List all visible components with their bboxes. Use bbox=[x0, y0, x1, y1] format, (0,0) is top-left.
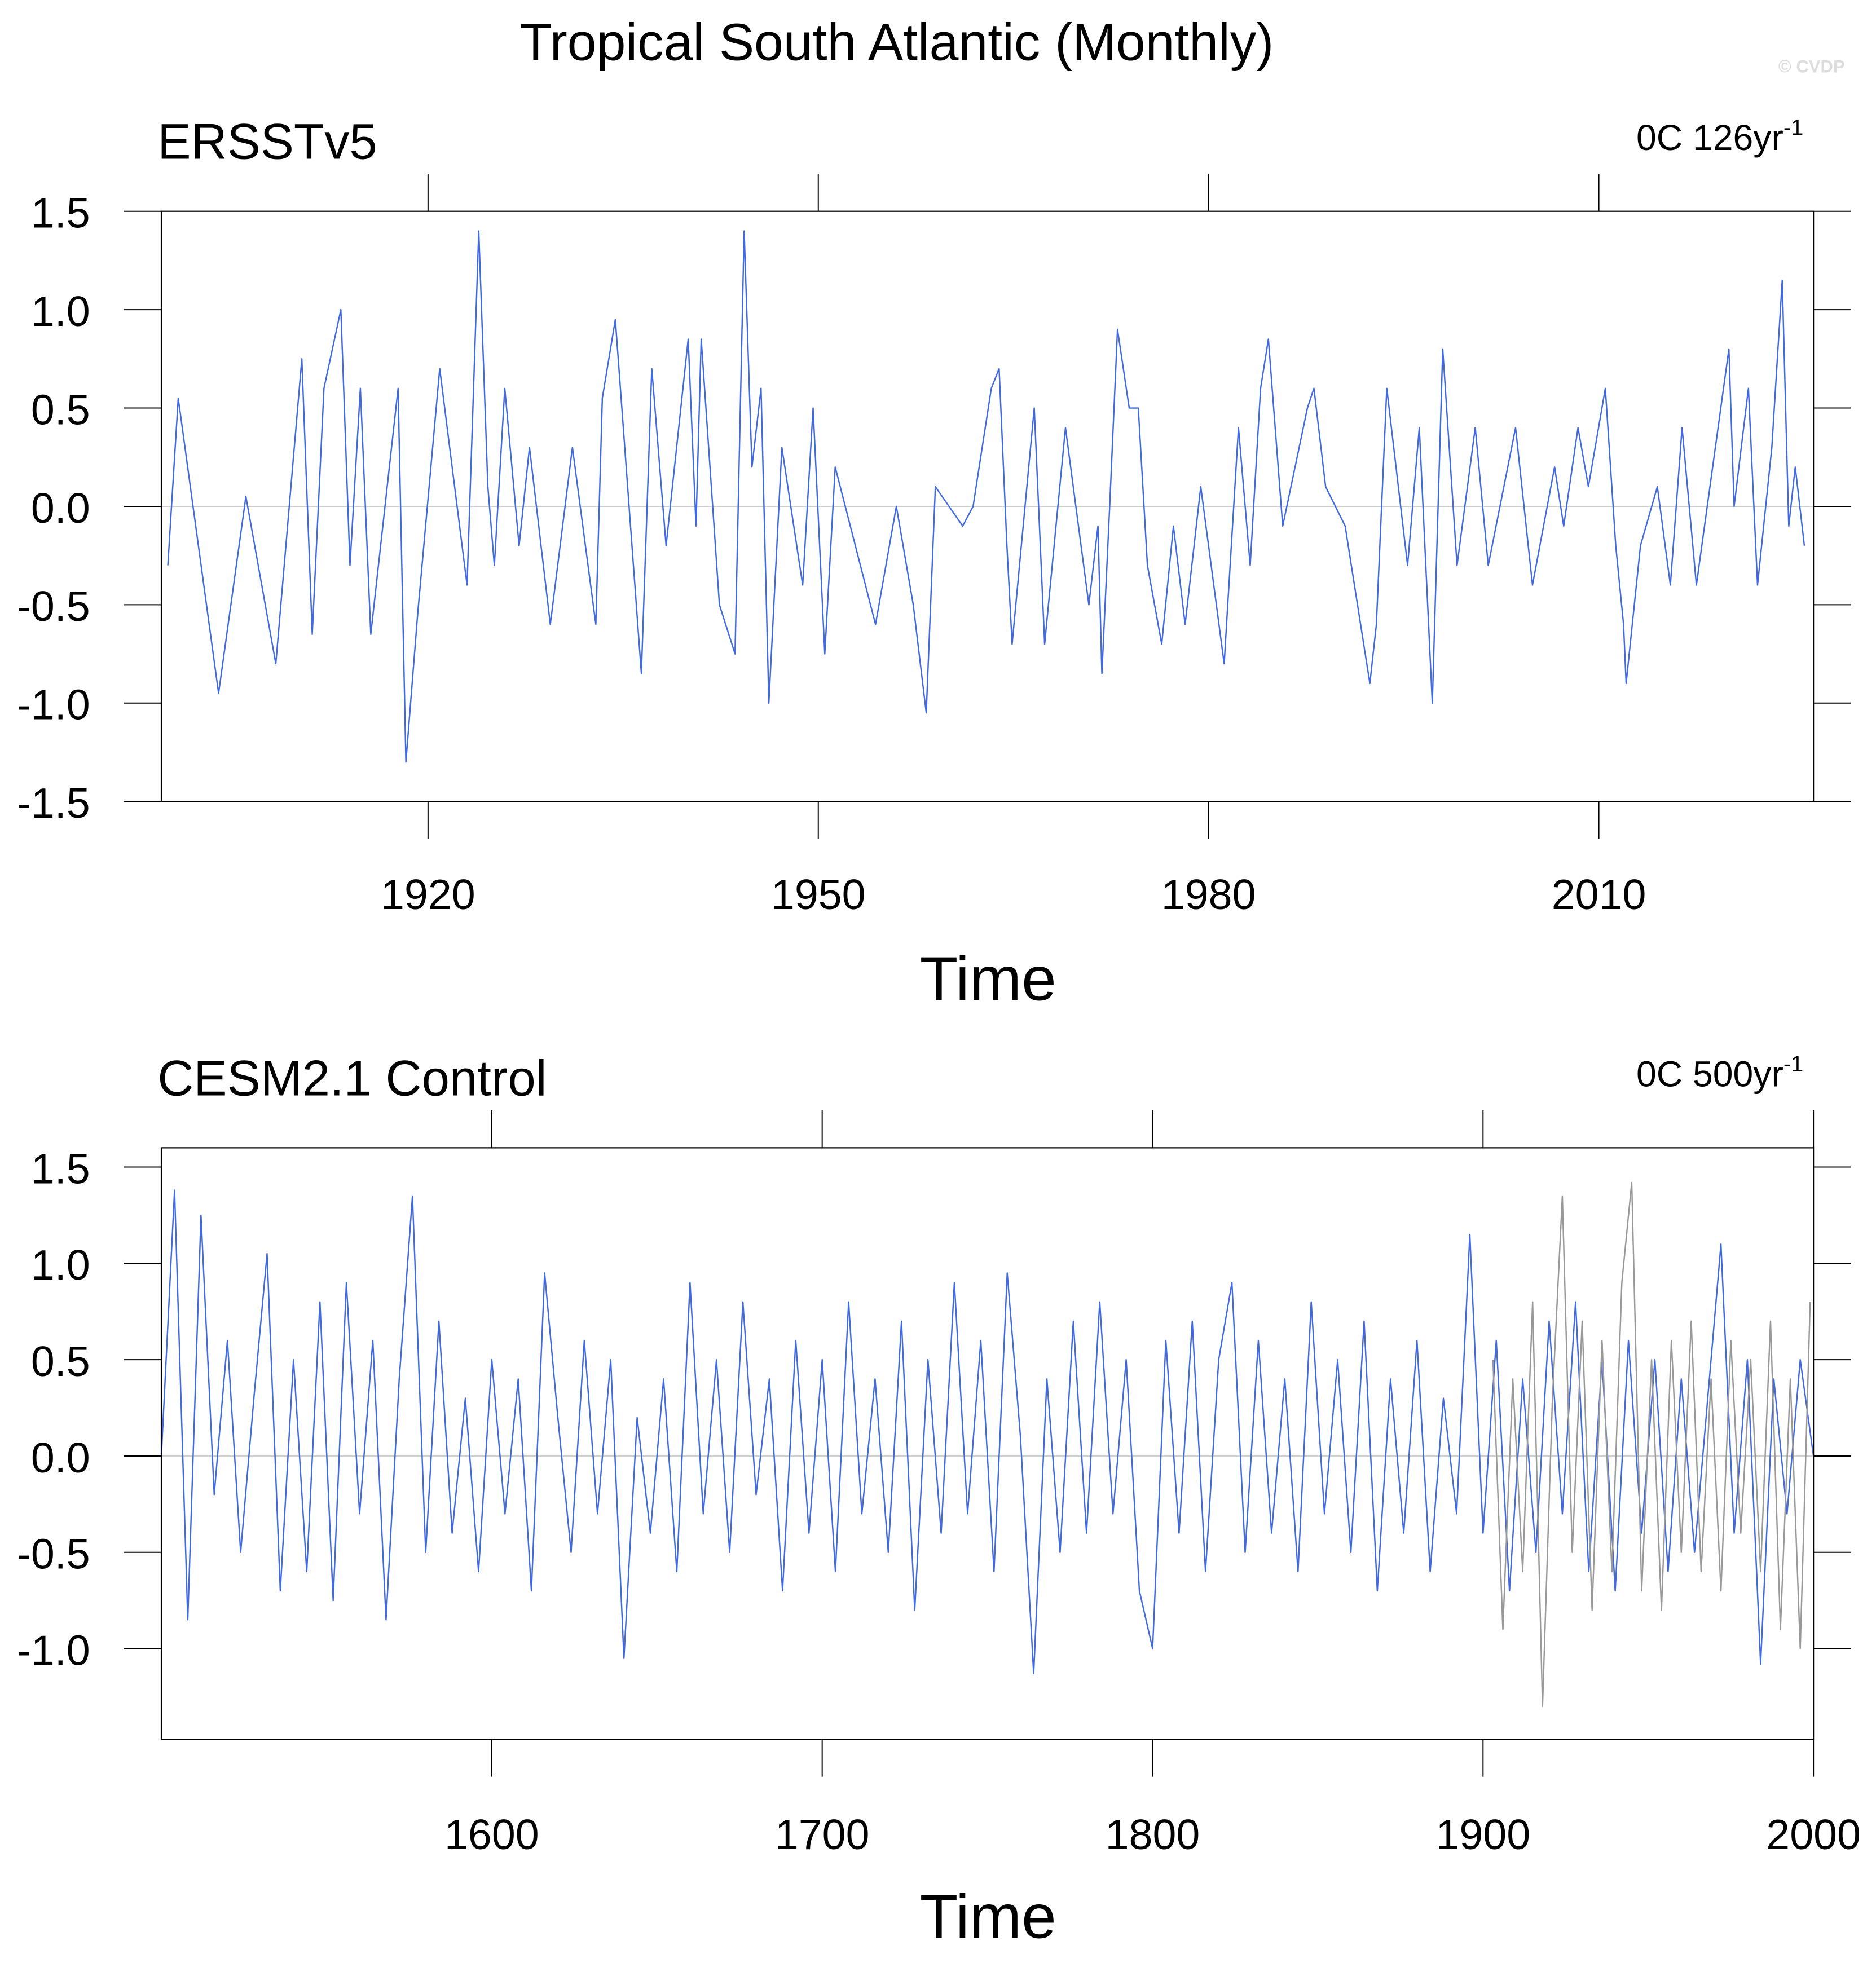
y-tick-label: 0.0 bbox=[31, 484, 90, 532]
panel-right-label: 0C 500yr-1 bbox=[1636, 1052, 1803, 1095]
x-tick-label: 1950 bbox=[771, 871, 866, 918]
plot-frame bbox=[160, 1147, 1815, 1740]
panel-title: ERSSTv5 bbox=[157, 114, 377, 170]
data-line bbox=[167, 230, 1805, 763]
right-label-text: 0C 500yr bbox=[1636, 1054, 1783, 1095]
data-line bbox=[1492, 1181, 1811, 1708]
y-tick-label: 0.5 bbox=[31, 386, 90, 433]
y-tick-label: 1.0 bbox=[31, 1241, 90, 1289]
right-label-sup: -1 bbox=[1783, 1052, 1803, 1077]
y-tick-label: -1.0 bbox=[17, 681, 90, 729]
y-tick-label: 0.5 bbox=[31, 1338, 90, 1385]
x-tick-label: 2010 bbox=[1552, 871, 1646, 918]
x-tick-label: 1600 bbox=[444, 1811, 539, 1858]
right-label-sup: -1 bbox=[1783, 115, 1803, 140]
x-tick-label: 1980 bbox=[1161, 871, 1256, 918]
x-tick-label: 1700 bbox=[775, 1811, 870, 1858]
x-axis-label: Time bbox=[920, 945, 1056, 1014]
y-tick-label: -0.5 bbox=[17, 583, 90, 630]
x-tick-label: 2000 bbox=[1766, 1811, 1861, 1858]
panel-title: CESM2.1 Control bbox=[157, 1050, 547, 1106]
x-axis-label: Time bbox=[920, 1882, 1056, 1952]
panel-right-label: 0C 126yr-1 bbox=[1636, 115, 1803, 158]
x-tick-label: 1800 bbox=[1106, 1811, 1200, 1858]
y-tick-label: -0.5 bbox=[17, 1530, 90, 1578]
plot-frame bbox=[160, 210, 1815, 802]
y-tick-label: -1.5 bbox=[17, 779, 90, 827]
y-tick-label: -1.0 bbox=[17, 1626, 90, 1674]
credit: © CVDP bbox=[1778, 57, 1845, 77]
y-tick-label: 0.0 bbox=[31, 1434, 90, 1481]
y-tick-label: 1.5 bbox=[31, 189, 90, 237]
y-tick-label: 1.5 bbox=[31, 1145, 90, 1192]
figure-title: Tropical South Atlantic (Monthly) bbox=[519, 12, 1274, 71]
x-tick-label: 1900 bbox=[1435, 1811, 1530, 1858]
x-tick-label: 1920 bbox=[381, 871, 475, 918]
right-label-text: 0C 126yr bbox=[1636, 117, 1783, 158]
y-tick-label: 1.0 bbox=[31, 288, 90, 335]
